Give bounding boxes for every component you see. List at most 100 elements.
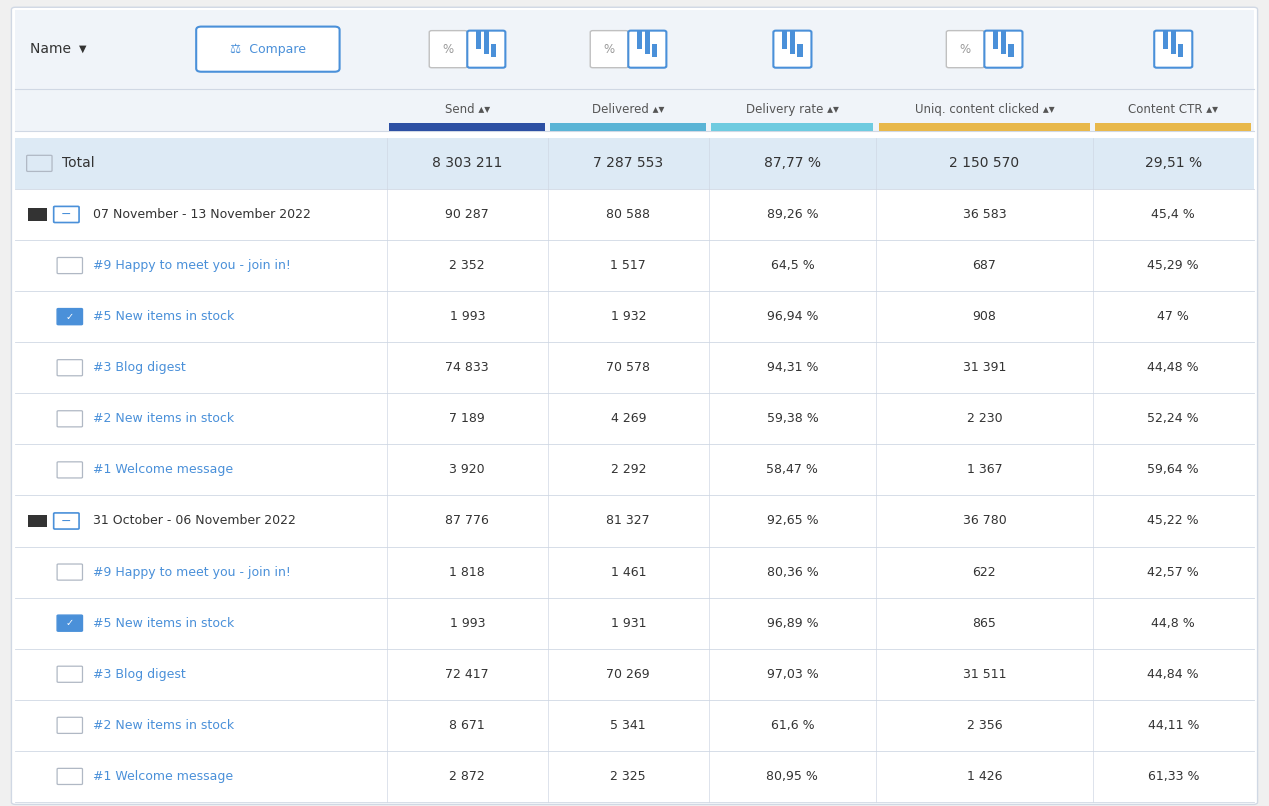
Text: 72 417: 72 417: [445, 667, 489, 681]
Bar: [551, 123, 707, 131]
Text: 97,03 %: 97,03 %: [766, 667, 819, 681]
Text: Content CTR ▴▾: Content CTR ▴▾: [1128, 103, 1218, 116]
Bar: [994, 31, 999, 49]
Text: Uniq. content clicked ▴▾: Uniq. content clicked ▴▾: [915, 103, 1055, 116]
Text: 36 780: 36 780: [962, 514, 1006, 527]
Text: 29,51 %: 29,51 %: [1145, 156, 1202, 170]
Bar: [28, 208, 47, 221]
Text: 8 671: 8 671: [449, 719, 485, 732]
Text: 90 287: 90 287: [445, 208, 489, 221]
FancyBboxPatch shape: [57, 411, 82, 427]
Text: 31 391: 31 391: [963, 361, 1006, 374]
Bar: [390, 123, 546, 131]
Text: 36 583: 36 583: [963, 208, 1006, 221]
FancyBboxPatch shape: [57, 768, 82, 784]
Text: ✓: ✓: [66, 618, 74, 628]
Bar: [797, 44, 802, 57]
Bar: [712, 123, 873, 131]
Text: 2 292: 2 292: [610, 463, 646, 476]
Text: 2 352: 2 352: [449, 259, 485, 272]
Text: #3 Blog digest: #3 Blog digest: [93, 361, 185, 374]
Bar: [15, 89, 1254, 131]
Bar: [15, 597, 1254, 649]
Bar: [15, 189, 1254, 240]
Text: #3 Blog digest: #3 Blog digest: [93, 667, 185, 681]
Bar: [15, 496, 1254, 546]
Bar: [1171, 31, 1176, 54]
Bar: [15, 10, 1254, 89]
Text: Send ▴▾: Send ▴▾: [444, 103, 490, 116]
Text: 58,47 %: 58,47 %: [766, 463, 819, 476]
Text: 1 367: 1 367: [967, 463, 1003, 476]
FancyBboxPatch shape: [57, 257, 82, 273]
Text: 5 341: 5 341: [610, 719, 646, 732]
Bar: [15, 649, 1254, 700]
Text: 45,29 %: 45,29 %: [1147, 259, 1199, 272]
Text: −: −: [61, 208, 71, 221]
Text: 61,33 %: 61,33 %: [1147, 770, 1199, 783]
Text: 44,11 %: 44,11 %: [1147, 719, 1199, 732]
Text: 2 325: 2 325: [610, 770, 646, 783]
Text: 81 327: 81 327: [607, 514, 650, 527]
FancyBboxPatch shape: [57, 667, 82, 683]
Bar: [789, 31, 794, 54]
Bar: [15, 700, 1254, 751]
Text: 61,6 %: 61,6 %: [770, 719, 815, 732]
FancyBboxPatch shape: [1155, 31, 1193, 68]
FancyBboxPatch shape: [53, 206, 79, 222]
Text: 622: 622: [972, 566, 996, 579]
Bar: [28, 515, 47, 527]
Text: 89,26 %: 89,26 %: [766, 208, 819, 221]
Text: 1 818: 1 818: [449, 566, 485, 579]
Text: 87,77 %: 87,77 %: [764, 156, 821, 170]
Bar: [1001, 31, 1006, 54]
Text: ✓: ✓: [66, 312, 74, 322]
Bar: [1095, 123, 1251, 131]
Bar: [483, 31, 489, 54]
Text: #5 New items in stock: #5 New items in stock: [93, 617, 233, 629]
Text: #1 Welcome message: #1 Welcome message: [93, 463, 232, 476]
Text: %: %: [959, 43, 971, 56]
Text: 31 October - 06 November 2022: 31 October - 06 November 2022: [93, 514, 296, 527]
Text: 96,94 %: 96,94 %: [766, 310, 819, 323]
FancyBboxPatch shape: [57, 359, 82, 376]
Text: 70 578: 70 578: [607, 361, 650, 374]
Text: 64,5 %: 64,5 %: [770, 259, 815, 272]
Text: 45,22 %: 45,22 %: [1147, 514, 1199, 527]
Text: 1 517: 1 517: [610, 259, 646, 272]
Text: #9 Happy to meet you - join in!: #9 Happy to meet you - join in!: [93, 566, 291, 579]
Text: 7 287 553: 7 287 553: [593, 156, 664, 170]
Text: 7 189: 7 189: [449, 413, 485, 426]
Text: 59,38 %: 59,38 %: [766, 413, 819, 426]
Text: −: −: [61, 514, 71, 527]
Text: 1 993: 1 993: [449, 617, 485, 629]
Text: 2 150 570: 2 150 570: [949, 156, 1019, 170]
FancyBboxPatch shape: [57, 717, 82, 733]
Bar: [15, 393, 1254, 444]
Bar: [782, 31, 787, 49]
Text: 42,57 %: 42,57 %: [1147, 566, 1199, 579]
Text: 87 776: 87 776: [445, 514, 490, 527]
Bar: [491, 44, 496, 57]
Text: %: %: [443, 43, 454, 56]
Text: 59,64 %: 59,64 %: [1147, 463, 1199, 476]
Text: 74 833: 74 833: [445, 361, 489, 374]
Text: 908: 908: [972, 310, 996, 323]
FancyBboxPatch shape: [773, 31, 811, 68]
Text: 52,24 %: 52,24 %: [1147, 413, 1199, 426]
Text: 07 November - 13 November 2022: 07 November - 13 November 2022: [93, 208, 311, 221]
Text: 96,89 %: 96,89 %: [766, 617, 819, 629]
Text: ▼: ▼: [79, 44, 86, 54]
Bar: [1164, 31, 1169, 49]
Bar: [1179, 44, 1184, 57]
Text: 865: 865: [972, 617, 996, 629]
Text: 2 872: 2 872: [449, 770, 485, 783]
FancyBboxPatch shape: [467, 31, 505, 68]
Text: Delivered ▴▾: Delivered ▴▾: [593, 103, 665, 116]
FancyBboxPatch shape: [628, 31, 666, 68]
FancyBboxPatch shape: [985, 31, 1023, 68]
Text: 44,8 %: 44,8 %: [1151, 617, 1195, 629]
Text: 44,84 %: 44,84 %: [1147, 667, 1199, 681]
FancyBboxPatch shape: [11, 7, 1258, 804]
Text: 1 461: 1 461: [610, 566, 646, 579]
